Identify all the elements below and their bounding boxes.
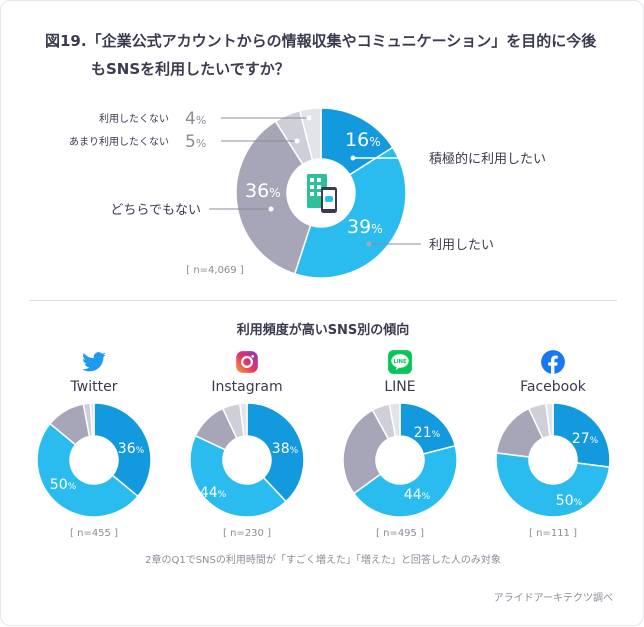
twitter-bird-icon	[81, 349, 107, 375]
sns-name-line: LINE	[384, 379, 416, 395]
main-slice-2	[293, 146, 407, 279]
facebook-slice-5	[545, 402, 554, 438]
instagram-pct-want: 44%	[200, 485, 227, 501]
instagram-slice-2	[189, 434, 288, 518]
instagram-slice-5	[239, 402, 248, 438]
main-slice-5	[298, 107, 322, 161]
donut-line: 21% 44% [ n=495 ]	[342, 402, 458, 539]
line-pct-definitely: 21%	[414, 425, 441, 441]
sns-header-line: LINE LINE	[320, 349, 480, 399]
sns-header-twitter: Twitter	[14, 349, 174, 399]
instagram-slice-1	[246, 402, 305, 503]
line-slice-5	[388, 402, 401, 438]
main-donut-chart: 16% 39% 36% 積極的に利用したい 利用したい どちらでもない あまり利…	[69, 107, 546, 279]
facebook-slice-2	[495, 452, 611, 518]
line-slice-3	[342, 409, 390, 495]
facebook-slice-1	[552, 402, 611, 468]
pct-label-5: 5%	[185, 132, 206, 152]
pct-label-36: 36%	[245, 180, 281, 202]
label-definitely-want: 積極的に利用したい	[429, 151, 546, 167]
svg-text:LINE: LINE	[393, 359, 407, 365]
line-pct-want: 44%	[404, 487, 431, 503]
chart-title-line2: もSNSを利用したいですか？	[91, 60, 290, 78]
office-building-smartphone-icon	[307, 174, 337, 213]
sub-chart-title: 利用頻度が高いSNS別の傾向	[236, 323, 410, 338]
leader-dot-dont-want	[306, 115, 312, 121]
sns-header-facebook: Facebook	[473, 349, 633, 399]
label-not-much: あまり利用したくない	[69, 136, 169, 148]
donut-facebook: 27% 50% [ n=111 ]	[495, 402, 611, 539]
twitter-sample-size: [ n=455 ]	[70, 528, 118, 539]
leader-dot-neither	[268, 206, 274, 212]
pct-label-4: 4%	[185, 109, 206, 129]
facebook-sample-size: [ n=111 ]	[529, 528, 577, 539]
sns-name-facebook: Facebook	[520, 379, 586, 395]
section-divider	[29, 300, 617, 301]
sample-size-main: [ n=4,069 ]	[186, 265, 244, 276]
twitter-pct-want: 50%	[50, 477, 77, 493]
sns-header-instagram: Instagram	[167, 349, 327, 399]
chart-title-line1: 図19.「企業公式アカウントからの情報収集やコミュニケーション」を目的に今後	[45, 32, 597, 50]
twitter-pct-definitely: 36%	[118, 441, 145, 457]
donut-instagram: 38% 44% [ n=230 ]	[189, 402, 305, 539]
label-neither: どちらでもない	[110, 203, 201, 218]
line-sample-size: [ n=495 ]	[376, 528, 424, 539]
source-credit: アライドアーキテクツ調べ	[493, 593, 613, 604]
twitter-slice-2	[36, 422, 139, 518]
twitter-slice-1	[93, 402, 152, 498]
leader-dot-definitely	[350, 155, 356, 161]
instagram-sample-size: [ n=230 ]	[223, 528, 271, 539]
label-want: 利用したい	[429, 238, 494, 253]
facebook-pct-definitely: 27%	[572, 431, 599, 447]
line-slice-2	[352, 444, 458, 518]
label-dont-want: 利用したくない	[99, 113, 169, 125]
leader-dot-want	[366, 241, 372, 247]
facebook-icon	[540, 349, 566, 375]
instagram-pct-definitely: 38%	[272, 441, 299, 457]
chart-title: 図19.「企業公式アカウントからの情報収集やコミュニケーション」を目的に今後 も…	[45, 27, 596, 83]
instagram-icon	[234, 349, 260, 375]
sns-name-instagram: Instagram	[211, 379, 283, 395]
sns-name-twitter: Twitter	[70, 379, 118, 395]
facebook-pct-want: 50%	[556, 493, 583, 509]
main-slice-3	[235, 120, 312, 275]
pct-label-39: 39%	[347, 216, 383, 238]
leader-dot-not-much	[294, 138, 300, 144]
pct-label-16: 16%	[345, 129, 381, 151]
line-icon: LINE	[387, 349, 413, 375]
footnote: 2章のQ1でSNSの利用時間が「すごく増えた」「増えた」と回答した人のみ対象	[145, 555, 501, 566]
donut-twitter: 36% 50% [ n=455 ]	[36, 402, 152, 539]
twitter-slice-5	[89, 402, 95, 437]
